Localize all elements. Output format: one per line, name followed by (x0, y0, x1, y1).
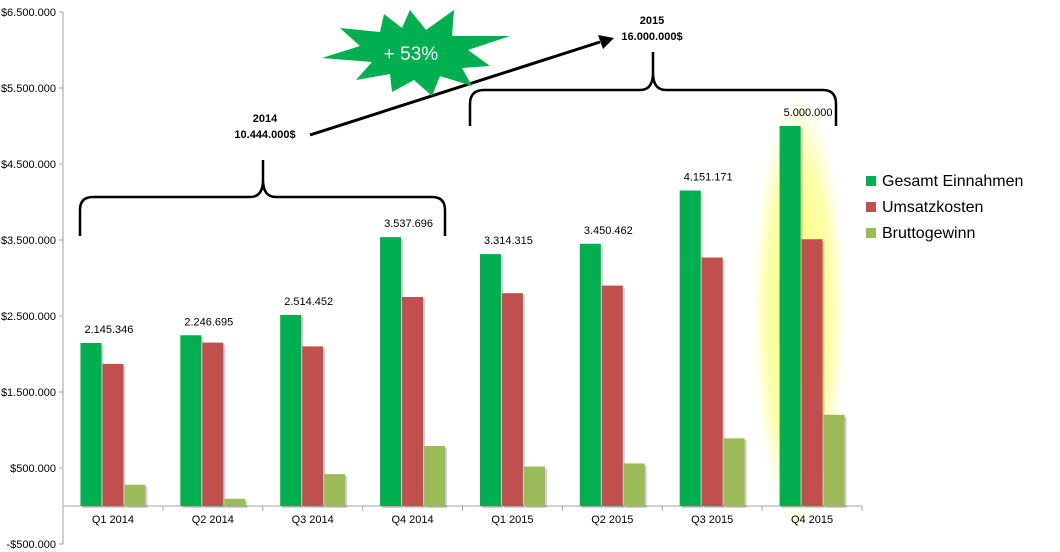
x-tick-label: Q1 2014 (92, 514, 134, 526)
legend-label: Gesamt Einnahmen (882, 173, 1023, 190)
x-tick-label: Q3 2015 (691, 514, 733, 526)
bar-0-6 (679, 190, 701, 507)
bar-2-3 (424, 445, 446, 506)
bar-1-7 (801, 239, 823, 507)
brace-2014 (78, 160, 447, 236)
data-label: 5.000.000 (784, 107, 833, 119)
data-label: 2.145.346 (84, 324, 133, 336)
legend-swatch (866, 228, 876, 238)
bar-2-5 (623, 463, 645, 506)
bar-1-1 (202, 342, 224, 506)
x-tick-label: Q4 2014 (391, 514, 433, 526)
x-tick-label: Q4 2015 (791, 514, 833, 526)
growth-label: + 53% (384, 44, 439, 65)
y-tick-label: $1.500.000 (1, 387, 56, 399)
bar-2-6 (723, 438, 745, 506)
y-tick-label: $6.500.000 (1, 7, 56, 19)
group-2015-total: 16.000.000$ (621, 31, 682, 43)
data-label: 3.314.315 (484, 235, 533, 247)
data-label: 4.151.171 (684, 172, 733, 184)
bar-1-2 (302, 346, 324, 506)
legend-swatch (866, 202, 876, 212)
data-label: 3.450.462 (584, 225, 633, 237)
bar-1-4 (501, 293, 523, 506)
legend-label: Bruttogewinn (882, 225, 975, 242)
bar-2-7 (823, 414, 845, 506)
x-tick-label: Q3 2014 (292, 514, 334, 526)
y-tick-label: -$500.000 (6, 539, 56, 551)
y-tick-label: $4.500.000 (1, 159, 56, 171)
x-tick-label: Q2 2014 (192, 514, 234, 526)
annotation-2015: 2015 16.000.000$ (468, 15, 838, 126)
legend-swatch (866, 176, 876, 186)
bar-0-1 (180, 335, 202, 506)
growth-arrow (309, 35, 614, 137)
bar-1-0 (102, 363, 124, 506)
y-tick-label: $3.500.000 (1, 235, 56, 247)
bar-0-0 (80, 342, 102, 506)
bar-2-4 (523, 466, 545, 506)
bar-2-0 (124, 484, 146, 506)
x-tick-label: Q1 2015 (491, 514, 533, 526)
bar-0-2 (280, 314, 302, 506)
bar-1-6 (701, 257, 723, 506)
bar-0-3 (380, 237, 402, 506)
data-label: 3.537.696 (384, 218, 433, 230)
growth-starburst: + 53% (322, 10, 510, 96)
group-2014-year: 2014 (253, 113, 278, 125)
group-2015-year: 2015 (640, 15, 664, 27)
group-2014-total: 10.444.000$ (234, 129, 295, 141)
legend-label: Umsatzkosten (882, 199, 983, 216)
bar-0-4 (479, 254, 501, 506)
y-tick-label: $2.500.000 (1, 311, 56, 323)
bar-1-5 (601, 285, 623, 506)
data-label: 2.514.452 (284, 296, 333, 308)
bar-1-3 (402, 297, 424, 506)
brace-2015 (468, 52, 838, 126)
y-tick-label: $500.000 (10, 463, 56, 475)
bar-0-7 (779, 126, 801, 506)
data-label: 2.246.695 (184, 316, 233, 328)
bar-2-1 (224, 498, 246, 506)
bar-2-2 (324, 474, 346, 506)
x-tick-label: Q2 2015 (591, 514, 633, 526)
bar-0-5 (579, 243, 601, 506)
annotation-2014: 2014 10.444.000$ (78, 113, 447, 236)
legend: Gesamt Einnahmen Umsatzkosten Bruttogewinn (866, 173, 1023, 242)
y-tick-label: $5.500.000 (1, 83, 56, 95)
